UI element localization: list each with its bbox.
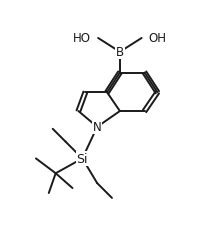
Text: HO: HO (73, 32, 91, 45)
Text: Si: Si (77, 152, 88, 165)
Text: N: N (93, 121, 102, 134)
Text: OH: OH (148, 32, 167, 45)
Text: B: B (116, 46, 124, 59)
